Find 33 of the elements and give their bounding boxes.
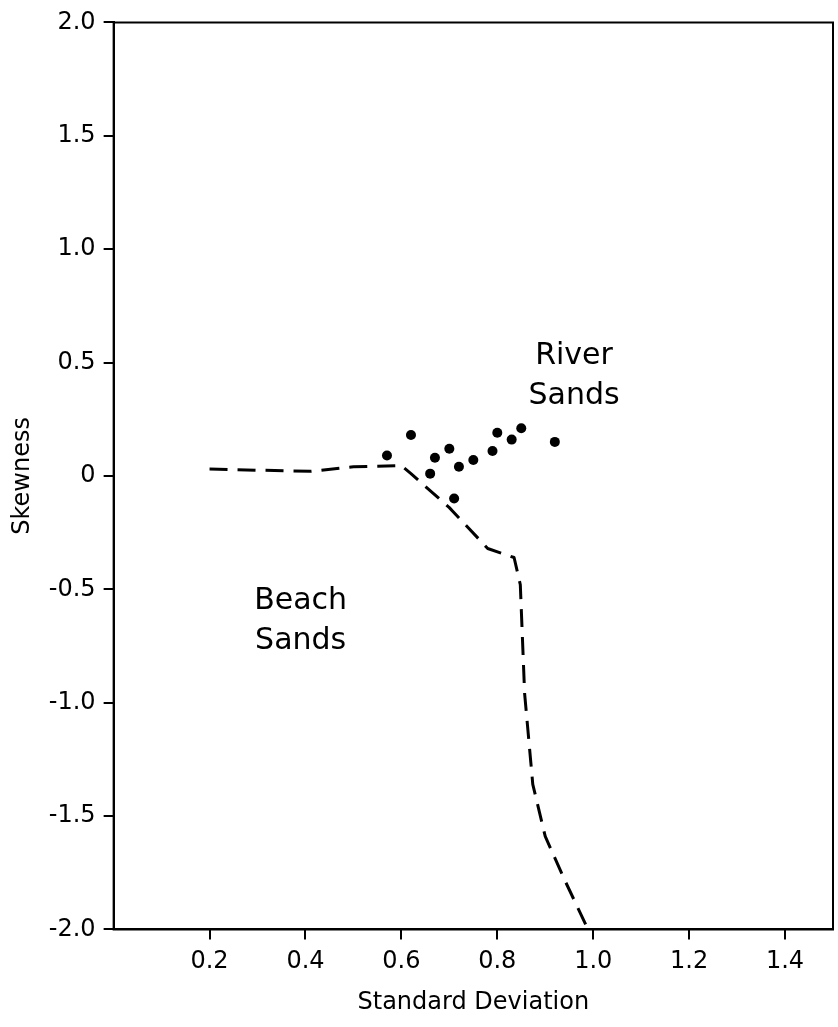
y-tick-label: -0.5 (48, 573, 96, 602)
x-tick-label: 0.6 (382, 946, 421, 975)
y-tick-label: 2.0 (57, 6, 96, 35)
x-tick-label: 0.2 (190, 946, 229, 975)
point (549, 436, 560, 447)
x-axis-title: Standard Deviation (357, 986, 590, 1015)
point (449, 493, 460, 504)
x-tick-label: 1.2 (670, 946, 709, 975)
x-tick-label: 1.0 (574, 946, 613, 975)
y-tick-label: -2.0 (48, 913, 96, 942)
annotation: Beach Sands (254, 580, 348, 656)
point (405, 430, 416, 441)
y-tick-label: 0 (80, 460, 96, 489)
point (381, 450, 392, 461)
y-tick-label: 1.0 (57, 233, 96, 262)
x-tick-label: 0.4 (286, 946, 325, 975)
point (453, 461, 464, 472)
point (444, 443, 455, 454)
point (492, 427, 503, 438)
point (487, 445, 498, 456)
annotation: River Sands (528, 335, 620, 411)
x-tick-label: 1.4 (765, 946, 805, 975)
point (429, 452, 440, 463)
point (516, 423, 527, 434)
y-tick-label: 0.5 (57, 346, 96, 375)
y-tick-label: -1.0 (48, 686, 96, 715)
point (468, 455, 479, 466)
y-axis-title: Skewness (6, 417, 35, 535)
y-tick-label: 1.5 (57, 120, 96, 149)
point (506, 434, 517, 445)
y-tick-label: -1.5 (48, 800, 96, 829)
x-tick-label: 0.8 (478, 946, 517, 975)
point (425, 468, 436, 479)
